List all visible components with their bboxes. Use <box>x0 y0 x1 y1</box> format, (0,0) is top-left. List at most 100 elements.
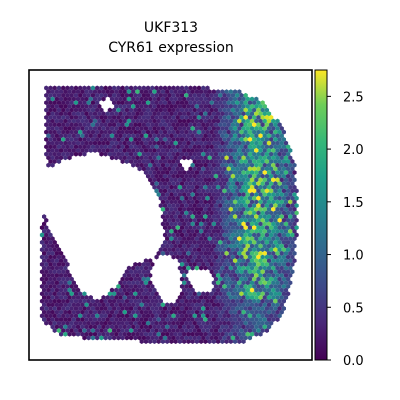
spot <box>249 228 255 234</box>
spot <box>237 118 242 124</box>
spot <box>139 295 144 300</box>
spot <box>264 114 270 120</box>
spot <box>50 243 55 249</box>
spot <box>260 137 265 142</box>
spot <box>169 170 174 175</box>
spot <box>148 287 153 293</box>
spot <box>207 243 212 249</box>
spot <box>292 170 297 175</box>
spot <box>78 328 83 333</box>
spot <box>222 276 227 282</box>
spot <box>286 225 291 231</box>
spot <box>196 107 202 113</box>
spot <box>290 217 295 223</box>
spot <box>90 92 96 98</box>
spot <box>171 181 176 186</box>
spot <box>171 159 176 164</box>
spot <box>131 162 136 168</box>
spot <box>201 335 206 341</box>
spot <box>145 306 151 311</box>
spot <box>54 118 59 124</box>
spot <box>103 306 108 311</box>
spot <box>120 291 125 297</box>
spot <box>215 339 221 345</box>
spot <box>277 291 282 297</box>
spot <box>245 125 250 131</box>
spot <box>50 280 55 286</box>
spot <box>165 206 170 212</box>
spot <box>118 317 123 322</box>
spot <box>165 118 170 124</box>
spot <box>69 306 74 311</box>
spot <box>126 148 132 153</box>
spot <box>256 320 261 326</box>
spot <box>211 221 216 227</box>
spot <box>137 335 142 341</box>
spot <box>213 129 219 135</box>
spot <box>228 339 233 345</box>
spot <box>99 320 104 326</box>
spot <box>107 306 113 311</box>
spot <box>131 331 136 337</box>
spot <box>133 261 138 267</box>
spot <box>118 155 123 161</box>
spot <box>56 114 62 120</box>
spot <box>86 85 91 91</box>
spot <box>184 107 189 113</box>
spot <box>199 177 204 183</box>
spot <box>44 114 49 120</box>
spot <box>249 214 255 220</box>
spot <box>54 258 59 264</box>
spot <box>171 122 176 128</box>
spot <box>237 140 242 146</box>
spot <box>199 103 204 109</box>
spot <box>241 258 246 264</box>
spot <box>44 92 49 98</box>
spot <box>128 114 134 120</box>
spot <box>165 140 170 146</box>
spot <box>239 261 244 267</box>
spot <box>101 125 106 131</box>
spot <box>148 295 153 300</box>
spot <box>162 137 168 142</box>
spot <box>192 159 197 164</box>
spot <box>243 129 248 135</box>
spot <box>90 129 96 135</box>
spot <box>139 331 144 337</box>
spot <box>95 328 100 333</box>
spot <box>292 184 297 190</box>
spot <box>269 137 274 142</box>
spot <box>154 291 159 297</box>
spot <box>48 313 53 319</box>
spot <box>190 155 195 161</box>
spot <box>286 144 291 150</box>
spot <box>271 214 276 220</box>
colorbar-tick-label: 0.0 <box>343 354 364 369</box>
spot <box>199 184 204 190</box>
spot <box>286 166 291 172</box>
spot <box>99 107 104 113</box>
spot <box>237 96 242 102</box>
spot <box>290 181 295 186</box>
spot <box>184 85 189 91</box>
spot <box>273 276 278 282</box>
spot <box>112 92 117 98</box>
spot <box>232 317 238 322</box>
spot <box>254 265 259 271</box>
spot <box>247 122 253 128</box>
spot <box>260 151 265 157</box>
spot <box>249 302 255 308</box>
spot <box>224 265 229 271</box>
spot <box>262 184 267 190</box>
spot <box>252 114 257 120</box>
spot <box>273 239 278 245</box>
spot <box>162 144 168 150</box>
spot <box>39 298 45 304</box>
spot <box>188 225 193 231</box>
spot <box>273 261 278 267</box>
spot <box>73 151 79 157</box>
spot <box>95 298 100 304</box>
spot <box>235 92 240 98</box>
spot <box>184 122 189 128</box>
spot <box>67 302 72 308</box>
